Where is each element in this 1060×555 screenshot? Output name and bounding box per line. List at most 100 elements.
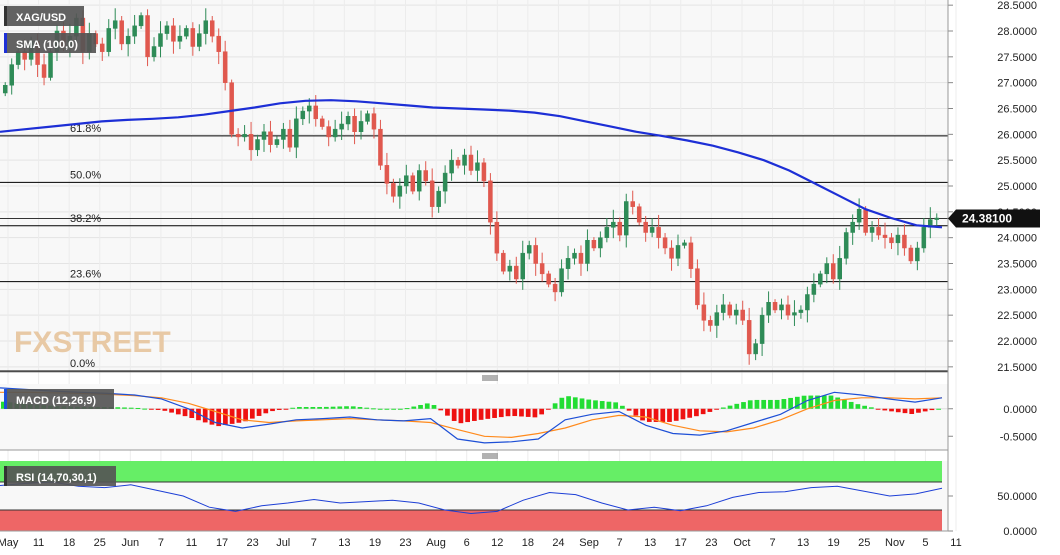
macd-tick-label: -0.5000 [1000, 431, 1037, 443]
macd-histogram-bar [337, 406, 343, 409]
macd-histogram-bar [424, 403, 430, 409]
candle [397, 178, 403, 209]
candle [507, 259, 513, 281]
macd-histogram-bar [256, 408, 262, 416]
macd-histogram-bar [223, 408, 228, 425]
time-tick-label: 19 [369, 537, 381, 549]
candle [636, 203, 642, 226]
macd-histogram-bar [169, 408, 174, 413]
macd-histogram-bar [794, 396, 800, 409]
time-tick-label: Jul [276, 537, 290, 549]
macd-histogram-bar [559, 397, 565, 409]
macd-histogram-bar [626, 408, 632, 411]
macd-histogram-bar [781, 399, 787, 409]
sma-badge[interactable]: SMA (100,0) [4, 33, 96, 53]
rsi-badge[interactable]: RSI (14,70,30,1) [4, 466, 116, 486]
candle [171, 18, 176, 54]
candle [850, 214, 855, 245]
macd-histogram-bar [539, 408, 545, 415]
current-price-label: 24.38100 [962, 212, 1012, 226]
time-tick-label: 17 [675, 537, 687, 549]
macd-badge[interactable]: MACD (12,26,9) [4, 389, 114, 409]
macd-histogram-bar [552, 403, 558, 409]
candle [701, 292, 707, 332]
macd-histogram-bar [727, 405, 733, 409]
macd-histogram-bar [1, 401, 6, 409]
candle [792, 300, 797, 327]
time-tick-label: 13 [338, 537, 350, 549]
macd-histogram-bar [646, 408, 652, 422]
macd-histogram-bar [303, 406, 309, 409]
candle [184, 25, 189, 40]
time-tick-label: 13 [797, 537, 809, 549]
macd-histogram-bar [613, 402, 619, 409]
rsi-splitter-handle[interactable] [482, 453, 498, 459]
time-tick-label: 25 [94, 537, 106, 549]
candle [248, 121, 254, 161]
macd-histogram-bar [606, 401, 612, 409]
candle [132, 14, 137, 44]
candle [274, 136, 280, 148]
candle [915, 241, 920, 271]
macd-histogram-bar [216, 408, 222, 427]
candle [876, 218, 881, 240]
candle [559, 259, 564, 297]
macd-histogram-bar [714, 408, 719, 410]
macd-histogram-bar [472, 408, 477, 421]
time-tick-label: Oct [733, 537, 750, 549]
candle [190, 22, 196, 56]
candle [106, 19, 111, 57]
candle [462, 148, 467, 175]
candle [255, 134, 260, 157]
macd-histogram-bar [667, 408, 672, 422]
candle [695, 259, 700, 310]
candle [164, 21, 170, 40]
macd-histogram-bar [707, 408, 713, 412]
macd-histogram-bar [512, 408, 518, 417]
macd-histogram-bar [182, 408, 188, 417]
time-tick-label: 11 [186, 537, 197, 549]
time-tick-label: 18 [522, 537, 534, 549]
time-tick-label: Jun [121, 537, 139, 549]
symbol-badge[interactable]: XAG/USD [4, 6, 84, 26]
fib-level-label: 61.8% [70, 123, 101, 135]
macd-histogram-bar [633, 408, 639, 416]
macd-splitter-handle[interactable] [482, 375, 498, 381]
candle [475, 150, 480, 182]
macd-histogram-bar [761, 399, 767, 409]
time-tick-label: 23 [705, 537, 717, 549]
candle [300, 106, 306, 126]
candle [798, 305, 804, 319]
macd-histogram-bar [835, 397, 841, 409]
candle [514, 256, 519, 284]
macd-histogram-bar [660, 408, 666, 422]
macd-histogram-bar [566, 396, 571, 409]
candle [649, 218, 655, 238]
price-tick-label: 25.0000 [997, 181, 1037, 193]
price-tick-label: 23.0000 [997, 284, 1037, 296]
candle [533, 237, 538, 276]
macd-signal-line [0, 391, 943, 439]
candle [488, 173, 493, 235]
time-tick-label: May [0, 537, 19, 549]
macd-histogram-bar [895, 408, 901, 413]
candle [617, 217, 623, 242]
macd-histogram-bar [700, 408, 706, 415]
macd-histogram-bar [290, 407, 296, 409]
candle [805, 286, 810, 323]
candle [643, 215, 648, 242]
fib-level-label: 50.0% [70, 169, 101, 181]
candle [746, 307, 752, 365]
macd-histogram-bar [572, 397, 578, 409]
time-tick-label: 7 [158, 537, 164, 549]
candle [209, 16, 215, 43]
candle [908, 244, 914, 265]
candle [831, 254, 836, 284]
macd-line [0, 387, 943, 444]
macd-histogram-bar [209, 408, 215, 425]
candle [100, 37, 105, 61]
macd-histogram-bar [485, 408, 491, 419]
macd-histogram-bar [673, 408, 679, 421]
rsi-tick-label: 50.0000 [997, 491, 1037, 503]
